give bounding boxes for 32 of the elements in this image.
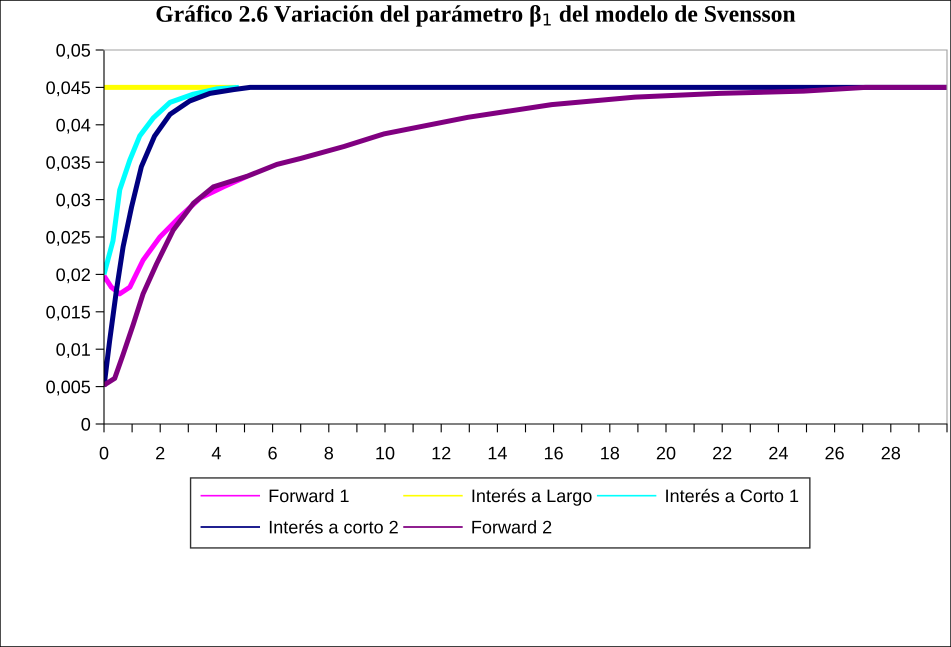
x-tick-label: 8 (324, 446, 334, 460)
legend-label: Interés a corto 2 (270, 520, 398, 534)
x-tick-label: 16 (544, 446, 563, 460)
x-tick-label: 18 (601, 446, 620, 460)
x-tick-label: 12 (432, 446, 450, 460)
y-tick-label: 0,03 (56, 194, 90, 208)
x-tick-label: 28 (882, 446, 900, 460)
x-tick-label: 20 (656, 446, 676, 460)
x-tick-label: 26 (825, 446, 844, 460)
legend-label: Forward 1 (270, 488, 349, 502)
y-tick-label: 0,01 (56, 343, 90, 358)
x-tick-label: 4 (212, 446, 221, 460)
legend-label: Interés a Largo (472, 488, 592, 506)
y-tick-label: 0 (81, 418, 90, 431)
x-tick-label: 14 (488, 446, 507, 460)
x-tick-label: 6 (268, 446, 277, 460)
y-tick-label: 0,005 (46, 380, 90, 396)
y-tick-label: 0,045 (46, 81, 90, 96)
x-tick-label: 10 (376, 446, 394, 460)
x-tick-label: 22 (713, 446, 732, 460)
x-tick-label: 0 (100, 446, 108, 460)
chart-title: Gráfico 2.6 Variación del parámetro β$_{1}$ del modelo de Svensson (156, 5, 796, 27)
y-tick-label: 0,025 (46, 230, 90, 246)
x-tick-label: 24 (769, 446, 788, 460)
legend-label: Forward 2 (472, 520, 552, 534)
y-tick-label: 0,04 (56, 118, 90, 134)
y-tick-label: 0,015 (46, 306, 90, 321)
y-tick-label: 0,05 (56, 44, 90, 59)
y-tick-label: 0,035 (46, 156, 90, 172)
legend-label: Interés a Corto 1 (666, 488, 798, 502)
x-tick-label: 2 (156, 446, 164, 460)
y-tick-label: 0,02 (56, 268, 90, 284)
